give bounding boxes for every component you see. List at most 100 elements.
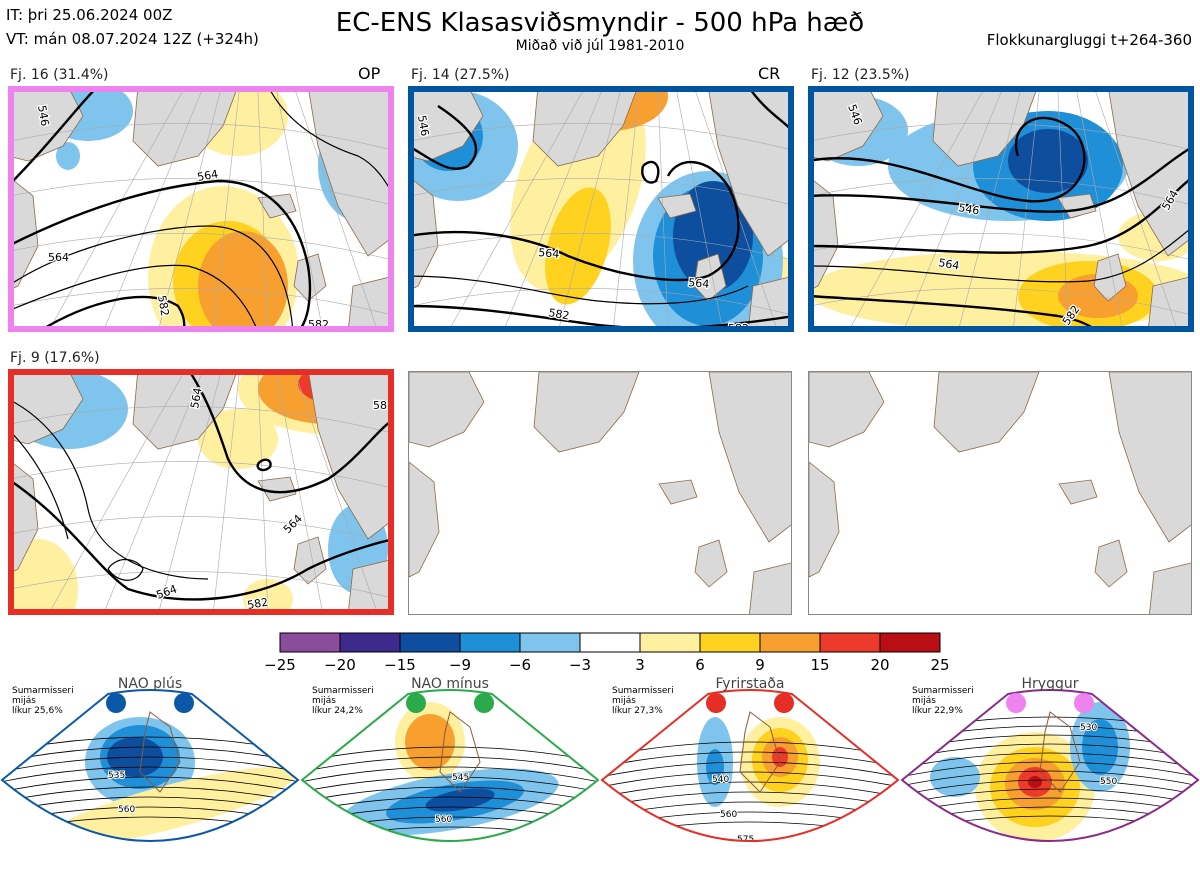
land-mass bbox=[932, 86, 1039, 167]
height-contour bbox=[8, 398, 209, 580]
regime-contour bbox=[902, 779, 1198, 796]
regime-contour-label: 575 bbox=[737, 835, 754, 845]
height-contour bbox=[808, 116, 1086, 203]
colorbar-tick-label: −20 bbox=[324, 656, 356, 674]
graticule bbox=[808, 86, 1194, 332]
regime-name: Fyrirstaða bbox=[715, 676, 785, 692]
regime-contour-label: 560 bbox=[118, 805, 135, 815]
land-mass bbox=[307, 86, 394, 257]
regime-info: Sumarmisseri mijás líkur 24,2% bbox=[312, 686, 374, 716]
land-mass bbox=[1108, 372, 1191, 543]
colorbar-tick-label: −15 bbox=[384, 656, 416, 674]
height-contour bbox=[408, 275, 749, 305]
height-contour bbox=[8, 86, 99, 187]
land-mass bbox=[533, 372, 640, 453]
regime-name: Hryggur bbox=[1021, 676, 1079, 692]
regime-frame bbox=[0, 689, 300, 842]
valid-time: VT: mán 08.07.2024 12Z (+324h) bbox=[6, 30, 259, 48]
anomaly-blob bbox=[545, 187, 611, 305]
colorbar-tick-label: 15 bbox=[810, 656, 829, 674]
colorbar-tick-label: −25 bbox=[264, 656, 296, 674]
cluster-map-panel-3: 546 546 564 564 582 bbox=[808, 86, 1194, 332]
contour-label: 582 bbox=[155, 294, 171, 317]
contour-label: 564 bbox=[538, 246, 560, 261]
anomaly-blob bbox=[243, 579, 293, 615]
panel-2-tag: CR bbox=[758, 64, 781, 83]
land-mass bbox=[933, 372, 1040, 453]
height-contour bbox=[256, 458, 272, 472]
regime-contour bbox=[2, 776, 298, 793]
regime-contour bbox=[902, 716, 1198, 733]
regime-info: Sumarmisseri mijás líkur 25,6% bbox=[12, 686, 74, 716]
colorbar-swatch bbox=[819, 632, 881, 653]
regime-nao-plus: 535 560 NAO plús Sumarmisseri mijás líkur 2… bbox=[0, 672, 300, 871]
height-contour bbox=[408, 304, 794, 330]
regime-frame bbox=[900, 689, 1200, 842]
colorbar-tick-label: 3 bbox=[635, 656, 645, 674]
panel-4-label: Fj. 9 (17.6%) bbox=[10, 350, 100, 366]
coastline bbox=[739, 711, 781, 793]
empty-map-panel-6 bbox=[808, 371, 1192, 615]
regime-contour bbox=[2, 786, 298, 803]
coastline bbox=[139, 711, 181, 793]
regime-contour bbox=[602, 751, 898, 768]
regime-dot bbox=[1074, 693, 1094, 713]
land-mass bbox=[1094, 539, 1128, 588]
contour-label: 546 bbox=[415, 114, 431, 137]
regime-info: Sumarmisseri mijás líkur 22,9% bbox=[912, 686, 974, 716]
land-mass bbox=[808, 86, 884, 162]
regime-name: NAO mínus bbox=[411, 676, 489, 692]
height-contour bbox=[408, 161, 740, 282]
land-mass bbox=[1107, 86, 1194, 257]
land-mass bbox=[693, 253, 727, 302]
colorbar-tick-label: 25 bbox=[930, 656, 949, 674]
regime-contour bbox=[902, 752, 1198, 769]
land-mass bbox=[658, 479, 698, 505]
colorbar-tick-label: 20 bbox=[870, 656, 889, 674]
anomaly-blob bbox=[198, 409, 278, 469]
regime-dot bbox=[774, 693, 794, 713]
contour-label: 564 bbox=[188, 387, 204, 410]
regime-contour-label: 535 bbox=[108, 771, 125, 781]
regime-dot bbox=[106, 693, 126, 713]
land-mass bbox=[809, 461, 840, 578]
regime-contour bbox=[602, 761, 898, 778]
colorbar-swatch bbox=[699, 632, 761, 653]
anomaly-blob bbox=[8, 539, 78, 615]
coastline bbox=[439, 711, 481, 793]
colorbar-tick-label: −6 bbox=[509, 656, 531, 674]
land-mass bbox=[1149, 562, 1191, 614]
contour-label: 582 bbox=[246, 596, 269, 612]
colorbar-swatch bbox=[639, 632, 701, 653]
land-mass bbox=[347, 558, 394, 615]
regime-contour-label: 540 bbox=[712, 775, 729, 785]
panel-1-tag: OP bbox=[358, 64, 381, 83]
regime-contour bbox=[302, 776, 598, 793]
land-mass bbox=[749, 562, 791, 614]
land-mass bbox=[1147, 275, 1194, 332]
height-contour bbox=[8, 264, 259, 332]
regime-map: 530 550 575 bbox=[902, 702, 1198, 847]
contour-label: 564 bbox=[688, 276, 710, 291]
graticule bbox=[8, 86, 394, 332]
regime-dot bbox=[706, 693, 726, 713]
land-mass bbox=[8, 369, 84, 445]
regime-dot bbox=[1006, 693, 1026, 713]
land-mass bbox=[694, 539, 728, 588]
regime-contour-label: 575 bbox=[1095, 837, 1112, 847]
colorbar-swatch bbox=[339, 632, 401, 653]
contour-label: 564 bbox=[937, 256, 960, 272]
regime-map: 535 560 bbox=[2, 711, 298, 841]
land-mass bbox=[1058, 479, 1098, 505]
height-contour bbox=[641, 160, 660, 184]
height-contour bbox=[107, 559, 144, 581]
cluster-map-panel-4: 564 564 564 582 582 bbox=[8, 369, 394, 615]
regime-contour bbox=[602, 791, 898, 808]
height-contour bbox=[267, 86, 394, 197]
contour-label: 546 bbox=[35, 104, 51, 127]
cluster-frame bbox=[8, 86, 394, 332]
regime-dot bbox=[474, 693, 494, 713]
contour-label: 564 bbox=[281, 512, 305, 536]
height-contour bbox=[408, 105, 478, 170]
regime-contour bbox=[902, 770, 1198, 787]
